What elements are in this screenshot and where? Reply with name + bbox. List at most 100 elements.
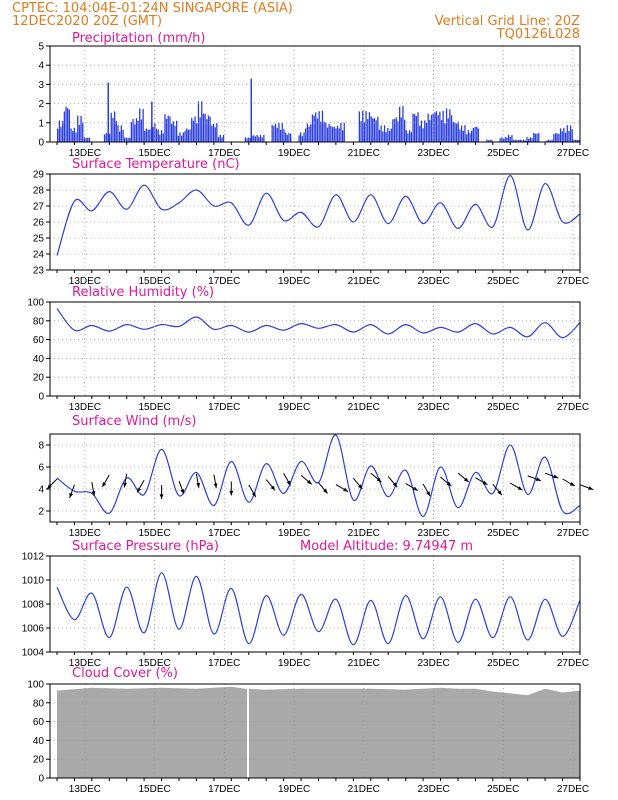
- precip-bar: [491, 140, 493, 142]
- precip-bar: [214, 127, 216, 142]
- x-tick-label: 13DEC: [69, 276, 101, 287]
- x-tick-label: 17DEC: [208, 784, 240, 795]
- x-tick-label: 25DEC: [487, 528, 519, 539]
- precip-bar: [450, 115, 453, 142]
- precip-bar: [159, 134, 161, 142]
- x-tick-label: 21DEC: [348, 276, 380, 287]
- precip-bar: [536, 133, 538, 142]
- precip-bar: [422, 128, 424, 142]
- precip-bar: [82, 122, 84, 142]
- y-tick-label: 0: [38, 392, 44, 403]
- precip-bar: [204, 114, 206, 142]
- precip-bar: [467, 130, 469, 142]
- precip-bar: [216, 123, 218, 142]
- x-tick-label: 23DEC: [417, 658, 449, 669]
- precip-bar: [246, 138, 248, 142]
- panel-frame: [49, 555, 581, 653]
- precip-bar: [212, 123, 215, 142]
- precip-bar: [325, 123, 327, 142]
- precip-bar: [569, 125, 572, 142]
- precip-bar: [385, 132, 387, 142]
- x-tick-label: 13DEC: [69, 402, 101, 413]
- precip-bar: [518, 140, 520, 142]
- precip-bar: [117, 125, 119, 142]
- precip-bar: [127, 137, 129, 142]
- precip-bar: [207, 115, 210, 142]
- precip-bar: [548, 139, 550, 142]
- precip-bar: [504, 137, 506, 142]
- precip-bar: [392, 119, 394, 142]
- precip-bar: [305, 128, 307, 142]
- x-tick-label: 23DEC: [417, 276, 449, 287]
- precip-bar: [196, 123, 198, 142]
- precip-bar: [434, 112, 436, 142]
- precip-bar: [261, 137, 263, 142]
- x-tick-label: 19DEC: [278, 784, 310, 795]
- precip-bar: [164, 114, 166, 142]
- precip-bar: [244, 137, 246, 142]
- precip-bar: [335, 128, 337, 142]
- y-tick-label: 1: [38, 118, 44, 129]
- y-tick-label: 1010: [22, 576, 45, 587]
- series-line: [56, 174, 581, 256]
- precip-bar: [199, 117, 201, 142]
- precip-bar: [68, 109, 70, 142]
- y-tick-label: 0: [38, 774, 44, 785]
- precip-bar: [459, 129, 461, 142]
- panel-frame: [49, 301, 581, 397]
- x-tick-label: 13DEC: [69, 658, 101, 669]
- precip-bar: [286, 134, 288, 142]
- precip-bar: [169, 116, 171, 142]
- x-tick-label: 27DEC: [557, 276, 589, 287]
- precip-bar: [435, 111, 438, 142]
- precip-bar: [201, 101, 203, 142]
- precip-bar: [561, 131, 563, 142]
- x-tick-label: 15DEC: [138, 402, 170, 413]
- y-tick-label: 40: [33, 354, 45, 365]
- precip-bar: [211, 125, 213, 142]
- precip-bar: [189, 129, 191, 142]
- precip-bar: [410, 132, 412, 142]
- precip-bar: [455, 123, 458, 142]
- y-tick-label: 8: [38, 441, 44, 452]
- precip-bar: [115, 120, 117, 142]
- precip-bar: [372, 118, 374, 142]
- precip-bar: [571, 129, 573, 142]
- panel-0: Precipitation (mm/h) 0 1 2 3 4 5 13DEC 15DEC 17DE…: [38, 31, 589, 159]
- wind-arrow-head: [446, 481, 452, 487]
- precip-bar: [404, 119, 406, 142]
- cloud-area: [57, 686, 580, 778]
- precip-bar: [432, 113, 434, 142]
- y-tick-label: 40: [33, 736, 45, 747]
- precip-bar: [160, 130, 163, 142]
- precip-bar: [390, 128, 392, 142]
- wind-arrow-head: [286, 480, 291, 486]
- precip-bar: [140, 119, 143, 142]
- precip-bar: [73, 127, 75, 142]
- precip-bar: [367, 119, 369, 142]
- precip-bar: [368, 112, 371, 142]
- precip-bar: [512, 140, 515, 142]
- precip-bar: [514, 139, 516, 142]
- x-tick-label: 27DEC: [557, 402, 589, 413]
- y-tick-label: 0: [38, 138, 44, 149]
- precip-bar: [477, 128, 479, 142]
- precip-bar: [308, 126, 310, 142]
- precip-bar: [250, 78, 252, 142]
- precip-bar: [382, 131, 384, 142]
- precip-bar: [462, 130, 464, 142]
- precip-bar: [363, 122, 365, 142]
- precip-bar: [279, 129, 282, 142]
- wind-arrow-head: [180, 489, 185, 495]
- precip-bar: [75, 132, 77, 142]
- precip-bar: [157, 130, 159, 142]
- header-date: 12DEC2020 20Z (GMT): [12, 14, 162, 29]
- panel-title: Relative Humidity (%): [72, 285, 214, 300]
- precip-bar: [114, 111, 116, 142]
- precip-bar: [70, 128, 72, 142]
- precip-bar: [206, 119, 208, 142]
- precip-bar: [119, 131, 121, 142]
- precip-bar: [217, 137, 220, 142]
- precip-bar: [521, 140, 523, 142]
